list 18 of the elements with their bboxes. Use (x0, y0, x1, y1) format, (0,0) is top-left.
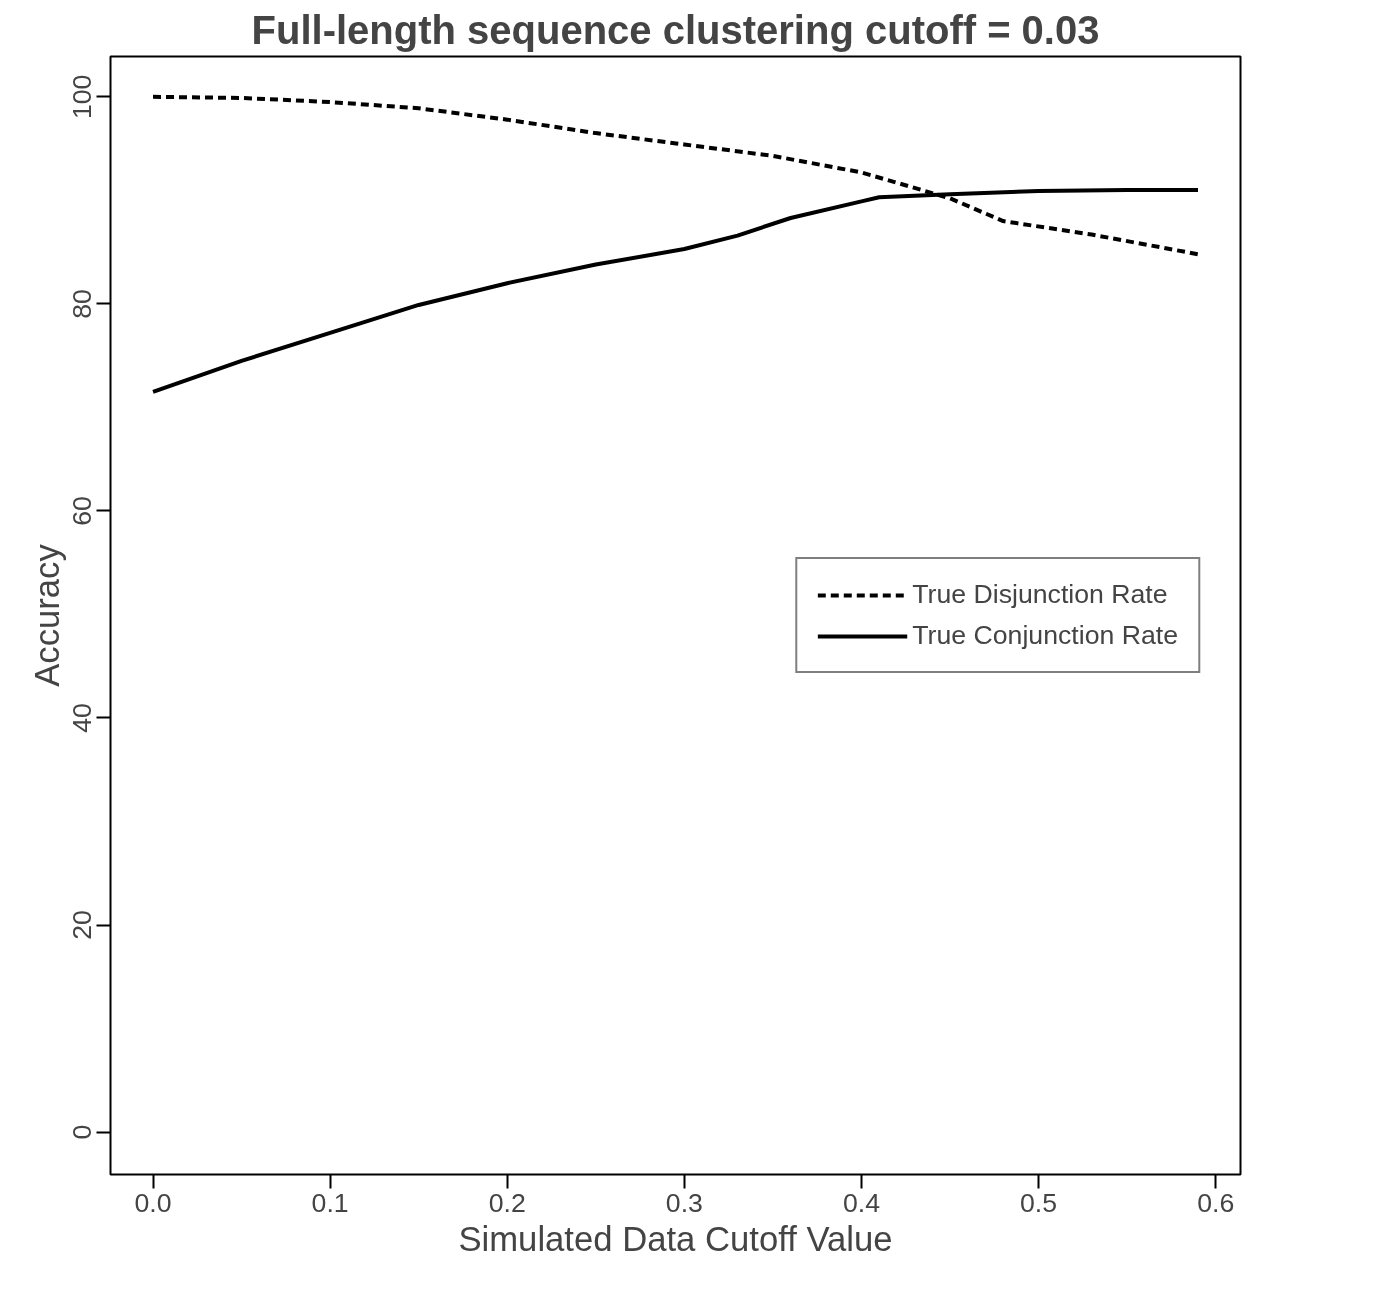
y-axis-title: Accuracy (27, 543, 66, 687)
chart-title: Full-length sequence clustering cutoff = 0.03 (251, 7, 1100, 52)
x-tick-label: 0.4 (842, 1187, 881, 1218)
legend-label: True Conjunction Rate (912, 620, 1178, 651)
x-tick-label: 0.6 (1197, 1187, 1235, 1218)
y-tick-label: 20 (67, 910, 98, 940)
x-tick-label: 0.1 (311, 1187, 349, 1218)
legend-label: True Disjunction Rate (912, 579, 1168, 610)
y-tick-label: 40 (67, 703, 98, 733)
y-tick-label: 60 (67, 496, 98, 526)
y-tick-label: 0 (67, 1124, 98, 1140)
y-tick-label: 80 (67, 289, 98, 319)
y-tick-label: 100 (67, 74, 98, 120)
x-axis-title: Simulated Data Cutoff Value (458, 1219, 893, 1258)
x-tick-label: 0.2 (488, 1187, 526, 1218)
x-tick-label: 0.5 (1020, 1187, 1058, 1218)
x-tick-label: 0.3 (665, 1187, 703, 1218)
x-tick-label: 0.0 (134, 1187, 172, 1218)
